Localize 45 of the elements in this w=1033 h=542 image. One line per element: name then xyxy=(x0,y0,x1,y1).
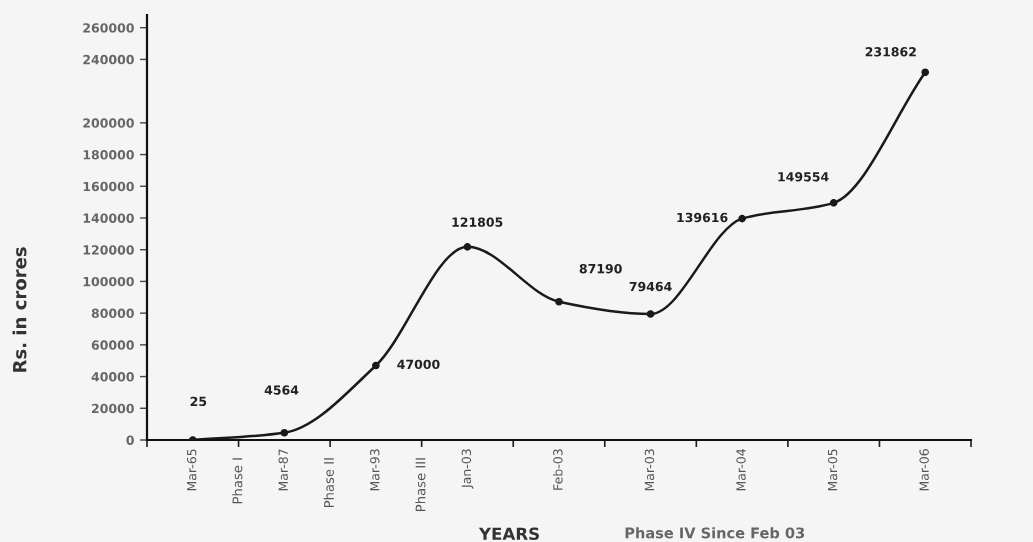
data-label: 79464 xyxy=(629,281,672,292)
y-tick-label: 80000 xyxy=(91,308,134,319)
x-tick-label: Mar-87 xyxy=(278,449,288,491)
y-tick-label: 60000 xyxy=(91,340,134,350)
y-tick-label: 260000 xyxy=(83,23,134,33)
point xyxy=(463,243,472,251)
x-tick-label: Jan-03 xyxy=(461,449,474,489)
text: Phase III xyxy=(415,458,426,511)
point xyxy=(555,297,563,306)
y-tick-label: 40000 xyxy=(91,372,134,382)
x-tick-label: Mar-04 xyxy=(736,449,746,491)
x-axis-title: YEARS xyxy=(478,527,539,541)
data-label: 47000 xyxy=(397,359,440,370)
data-label: 149554 xyxy=(778,172,829,182)
y-tick-label: 140000 xyxy=(83,213,134,223)
point xyxy=(829,199,838,207)
point xyxy=(280,428,289,437)
point xyxy=(921,68,930,77)
y-tick-label: 0 xyxy=(126,435,134,445)
y-axis-title: Rs. in crores xyxy=(12,247,27,372)
point xyxy=(646,310,655,318)
text: Phase IV Since Feb 03 xyxy=(625,527,805,539)
point xyxy=(738,214,746,223)
text: Phase I xyxy=(232,458,243,504)
y-tick-label: 160000 xyxy=(83,181,134,192)
data-label: 139616 xyxy=(677,212,728,223)
x-tick-label: Mar-03 xyxy=(644,449,655,491)
x-tick-label: Feb-03 xyxy=(552,449,563,490)
data-label: 231862 xyxy=(865,47,916,57)
y-tick-label: 180000 xyxy=(83,150,134,160)
x-tick-label: Mar-93 xyxy=(370,449,380,491)
x-tick-label: Mar-65 xyxy=(186,449,197,491)
x-tick-label: Mar-05 xyxy=(827,449,838,491)
point xyxy=(372,361,380,370)
y-tick-label: 200000 xyxy=(83,118,134,128)
y-tick-label: 240000 xyxy=(83,54,134,65)
data-label: 25 xyxy=(190,396,207,407)
y-tick-label: 120000 xyxy=(83,245,134,255)
x-tick-label: Mar-06 xyxy=(919,449,929,491)
data-label: 121805 xyxy=(452,217,503,227)
data-label: 87190 xyxy=(579,263,622,274)
y-tick-label: 20000 xyxy=(92,403,134,414)
y-tick-label: 100000 xyxy=(83,276,134,287)
data-label: 4564 xyxy=(264,385,299,395)
text: Phase II xyxy=(323,458,334,508)
